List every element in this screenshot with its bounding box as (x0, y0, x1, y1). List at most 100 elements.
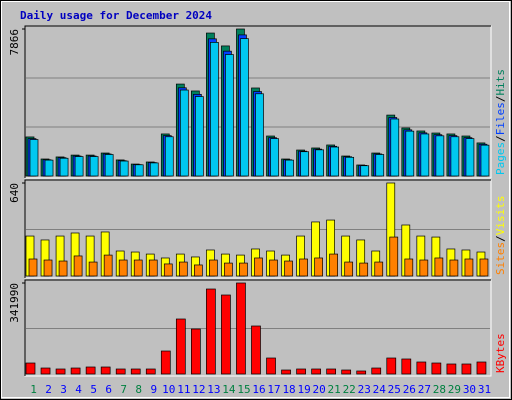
x-tick-label: 12 (192, 383, 205, 396)
bar (130, 368, 141, 375)
plot-bevel (24, 279, 491, 376)
bar (73, 255, 83, 277)
bar (239, 262, 248, 277)
bar (28, 258, 38, 277)
x-tick-label: 25 (388, 383, 401, 396)
bar (311, 368, 321, 375)
bar (326, 368, 336, 375)
bar (225, 54, 234, 177)
bar (431, 362, 442, 375)
bar (145, 368, 156, 375)
bar (420, 133, 430, 177)
legend-separator: / (494, 135, 507, 142)
bar (175, 318, 186, 375)
bar (178, 261, 188, 277)
bar (149, 162, 159, 177)
bar (300, 151, 309, 177)
bar (356, 370, 367, 375)
bar (148, 259, 158, 277)
bar (25, 362, 36, 375)
legend: Pages/Files/Hits (494, 69, 507, 175)
bar (236, 282, 246, 375)
bar (404, 258, 414, 277)
bar (119, 160, 129, 177)
bar (191, 328, 201, 375)
legend: Sites/Visits (494, 196, 507, 276)
x-tick-label: 3 (60, 383, 67, 396)
bar (371, 367, 382, 375)
bar (251, 325, 261, 375)
x-tick-label: 9 (150, 383, 157, 396)
x-tick-label: 17 (267, 383, 280, 396)
y-tick-label: 640 (8, 183, 21, 203)
legend-entry: Hits (494, 69, 507, 96)
bar (269, 259, 278, 277)
y-tick-label: 341990 (8, 283, 21, 323)
bar (43, 259, 53, 277)
bar (254, 257, 263, 277)
bar (209, 259, 218, 277)
x-tick-label: 31 (478, 383, 491, 396)
bar (281, 369, 291, 375)
x-tick-label: 5 (90, 383, 97, 396)
x-tick-label: 6 (105, 383, 112, 396)
x-tick-label: 23 (358, 383, 371, 396)
bar (435, 135, 445, 177)
bar (88, 261, 98, 277)
bar (206, 288, 216, 375)
bar (160, 350, 171, 375)
x-tick-label: 1 (30, 383, 37, 396)
bar (416, 361, 427, 375)
bar (330, 146, 339, 177)
legend-entry: Visits (494, 196, 507, 236)
x-tick-label: 13 (207, 383, 220, 396)
bar (329, 253, 338, 277)
bar (480, 144, 490, 177)
x-tick-label: 22 (343, 383, 356, 396)
bar (221, 294, 231, 375)
x-tick-label: 30 (463, 383, 476, 396)
bar (476, 361, 487, 375)
bar (315, 149, 324, 177)
bar (163, 263, 173, 277)
bar (210, 42, 219, 177)
bar (419, 259, 429, 277)
legend-entry: Files (494, 102, 507, 135)
x-tick-label: 27 (418, 383, 431, 396)
bar (405, 130, 415, 177)
bar (390, 118, 400, 177)
plot-bevel (24, 179, 491, 278)
bar (345, 156, 355, 177)
bar (434, 257, 444, 277)
bar (401, 358, 412, 375)
x-tick-label: 11 (177, 383, 190, 396)
x-tick-label: 21 (328, 383, 341, 396)
x-tick-label: 18 (282, 383, 295, 396)
x-tick-label: 15 (237, 383, 250, 396)
bar (240, 38, 249, 177)
chart-title: Daily usage for December 2024 (20, 9, 212, 22)
x-tick-label: 2 (45, 383, 52, 396)
bar (44, 159, 54, 177)
x-tick-label: 28 (433, 383, 446, 396)
x-tick-label: 8 (135, 383, 142, 396)
bar (104, 154, 114, 177)
bar (461, 363, 472, 375)
legend-entry: Sites (494, 242, 507, 275)
bar (270, 138, 279, 177)
x-tick-label: 7 (120, 383, 127, 396)
bar (85, 366, 96, 375)
bar (464, 258, 474, 277)
bar (195, 96, 204, 177)
bar (344, 261, 354, 277)
bar (164, 136, 174, 177)
bar (375, 154, 385, 177)
x-tick-label: 29 (448, 383, 461, 396)
legend-entry: Pages (494, 142, 507, 175)
legend-separator: / (494, 235, 507, 242)
bar (386, 357, 397, 375)
x-tick-label: 4 (75, 383, 82, 396)
bar (103, 254, 113, 277)
